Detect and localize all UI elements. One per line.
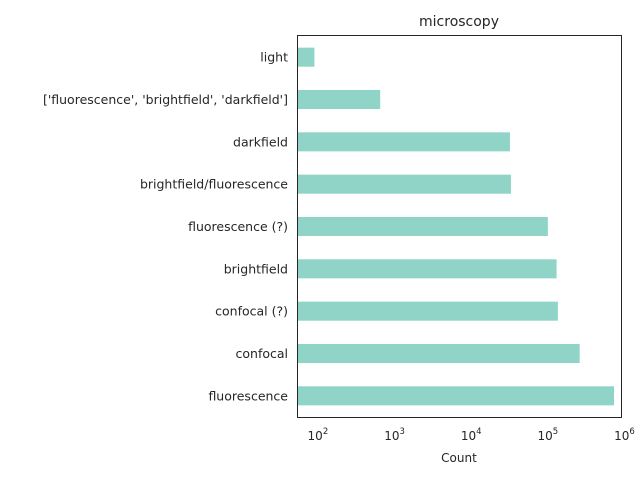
bar-8 [298, 386, 614, 405]
category-label-0: light [260, 50, 288, 65]
x-tick-label-0: 102 [308, 427, 329, 443]
bar-6 [298, 302, 558, 321]
x-tick-label-1: 103 [384, 427, 405, 443]
bar-0 [298, 48, 314, 67]
category-label-7: confocal [236, 346, 289, 361]
category-label-2: darkfield [233, 134, 288, 149]
x-axis-label: Count [441, 451, 477, 465]
bar-7 [298, 344, 580, 363]
bar-4 [298, 217, 548, 236]
category-label-8: fluorescence [208, 388, 288, 403]
category-labels: light ['fluorescence', 'brightfield', 'da… [43, 50, 288, 404]
x-axis-ticks: 102 103 104 105 106 [308, 427, 635, 443]
bar-5 [298, 259, 557, 278]
category-label-1: ['fluorescence', 'brightfield', 'darkfie… [43, 92, 288, 107]
x-tick-label-3: 105 [538, 427, 559, 443]
bars-group [298, 48, 614, 406]
category-label-6: confocal (?) [215, 304, 288, 319]
category-label-3: brightfield/fluorescence [140, 177, 288, 192]
category-label-5: brightfield [224, 261, 288, 276]
x-tick-label-4: 106 [614, 427, 635, 443]
bar-3 [298, 175, 511, 194]
bar-2 [298, 132, 510, 151]
category-label-4: fluorescence (?) [188, 219, 288, 234]
chart-title: microscopy [419, 14, 499, 30]
x-tick-label-2: 104 [461, 427, 482, 443]
bar-1 [298, 90, 380, 109]
